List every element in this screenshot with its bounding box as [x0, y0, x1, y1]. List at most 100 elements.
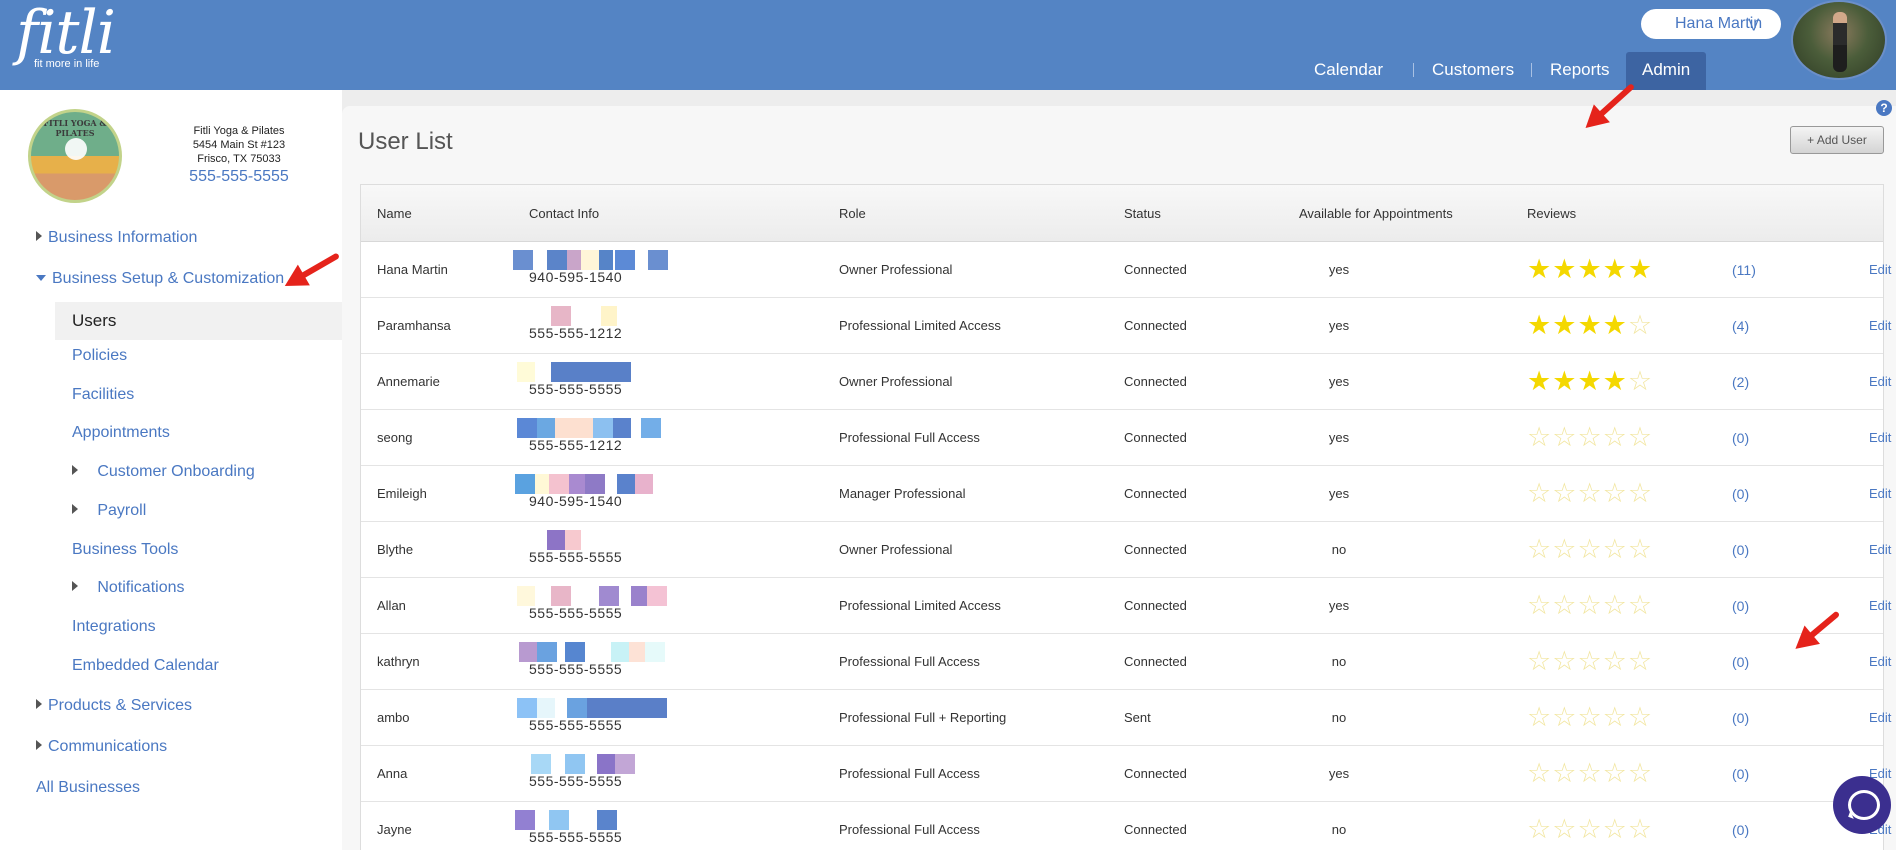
sidebar-item-customer-onboarding[interactable]: Customer Onboarding: [72, 463, 255, 481]
star-empty-icon: ☆: [1602, 814, 1628, 844]
user-role: Owner Professional: [839, 542, 953, 557]
sidebar-item-products-services[interactable]: Products & Services: [36, 697, 192, 715]
redaction-block: [551, 306, 571, 326]
review-count[interactable]: (0): [1732, 542, 1750, 558]
user-available: no: [1331, 654, 1347, 669]
edit-link[interactable]: Edit: [1869, 374, 1892, 389]
review-count[interactable]: (0): [1732, 822, 1750, 838]
redaction-block: [635, 474, 653, 494]
sidebar-item-business-tools[interactable]: Business Tools: [72, 541, 179, 558]
sidebar-item-notifications[interactable]: Notifications: [72, 579, 185, 597]
caret-right-icon: [72, 504, 78, 514]
table-row: kathryn 555-555-5555 Professional Full Acc…: [361, 634, 1891, 690]
star-empty-icon: ☆: [1552, 814, 1578, 844]
column-header-reviews[interactable]: Reviews: [1527, 206, 1577, 221]
review-count[interactable]: (0): [1732, 654, 1750, 670]
rating-stars: ☆☆☆☆☆: [1527, 703, 1653, 731]
sidebar-item-payroll[interactable]: Payroll: [72, 502, 146, 520]
user-status: Sent: [1124, 710, 1151, 725]
star-filled-icon: ★: [1527, 310, 1553, 340]
star-filled-icon: ★: [1602, 310, 1628, 340]
user-phone: 555-555-5555: [529, 773, 623, 789]
user-available: yes: [1328, 262, 1350, 277]
review-count[interactable]: (0): [1732, 598, 1750, 614]
user-name: Paramhansa: [377, 318, 451, 333]
edit-link[interactable]: Edit: [1869, 486, 1892, 501]
sidebar-item-integrations[interactable]: Integrations: [72, 618, 156, 635]
sidebar-item-business-setup[interactable]: Business Setup & Customization: [36, 270, 284, 288]
caret-right-icon: [36, 699, 42, 709]
business-phone[interactable]: 555-555-5555: [189, 168, 289, 185]
user-available: no: [1331, 822, 1347, 837]
nav-customers[interactable]: Customers: [1432, 60, 1515, 79]
edit-link[interactable]: Edit: [1869, 710, 1892, 725]
avatar[interactable]: [1791, 0, 1887, 80]
column-header-role[interactable]: Role: [839, 206, 866, 221]
redaction-block: [531, 754, 551, 774]
star-empty-icon: ☆: [1552, 702, 1578, 732]
nav-reports[interactable]: Reports: [1550, 60, 1610, 79]
sidebar-item-appointments[interactable]: Appointments: [72, 424, 170, 441]
redaction-block: [537, 698, 555, 718]
edit-link[interactable]: Edit: [1869, 598, 1892, 613]
edit-link[interactable]: Edit: [1869, 766, 1892, 781]
star-empty-icon: ☆: [1527, 590, 1553, 620]
review-count[interactable]: (0): [1732, 486, 1750, 502]
user-role: Professional Full Access: [839, 822, 980, 837]
fitli-logo[interactable]: fitli fit more in life: [16, 3, 116, 70]
edit-link[interactable]: Edit: [1869, 318, 1892, 333]
nav-admin[interactable]: Admin: [1626, 52, 1707, 90]
sidebar-item-facilities[interactable]: Facilities: [72, 386, 135, 403]
chat-bubble-icon[interactable]: [1833, 776, 1891, 834]
column-header-available[interactable]: Available for Appointments: [1299, 206, 1453, 221]
sidebar-item-business-information[interactable]: Business Information: [36, 229, 197, 247]
edit-link[interactable]: Edit: [1869, 542, 1892, 557]
redaction-block: [515, 474, 535, 494]
star-empty-icon: ☆: [1552, 646, 1578, 676]
caret-down-icon: [36, 275, 46, 281]
add-user-button[interactable]: + Add User: [1790, 126, 1884, 154]
user-phone: 555-555-5555: [529, 661, 623, 677]
user-role: Professional Full Access: [839, 654, 980, 669]
table-header: Name Contact Info Role Status Available …: [361, 185, 1883, 242]
review-count[interactable]: (4): [1732, 318, 1750, 334]
user-role: Professional Full + Reporting: [839, 710, 1007, 725]
page-title: User List: [358, 128, 453, 155]
user-status: Connected: [1124, 486, 1187, 501]
user-available: yes: [1328, 766, 1350, 781]
star-empty-icon: ☆: [1527, 478, 1553, 508]
sidebar-item-communications[interactable]: Communications: [36, 738, 167, 756]
nav-calendar[interactable]: Calendar: [1314, 60, 1383, 79]
user-phone: 555-555-5555: [529, 717, 623, 733]
user-menu[interactable]: Hana Martin ⋁: [1641, 9, 1781, 39]
redaction-block: [565, 530, 581, 550]
sidebar-item-users[interactable]: Users: [55, 302, 342, 340]
sidebar-item-policies[interactable]: Policies: [72, 347, 128, 364]
star-empty-icon: ☆: [1627, 646, 1654, 676]
column-header-name[interactable]: Name: [377, 206, 412, 221]
business-logo-text: FITLI YOGA & PILATES: [43, 118, 107, 138]
review-count[interactable]: (0): [1732, 710, 1750, 726]
star-empty-icon: ☆: [1627, 590, 1654, 620]
review-count[interactable]: (0): [1732, 766, 1750, 782]
rating-stars: ☆☆☆☆☆: [1527, 759, 1653, 787]
user-available: yes: [1328, 318, 1350, 333]
user-status: Connected: [1124, 766, 1187, 781]
review-count[interactable]: (0): [1732, 430, 1750, 446]
review-count[interactable]: (2): [1732, 374, 1750, 390]
sidebar-item-embedded-calendar[interactable]: Embedded Calendar: [72, 657, 219, 674]
redaction-block: [597, 754, 617, 774]
column-header-status[interactable]: Status: [1124, 206, 1161, 221]
sidebar-item-all-businesses[interactable]: All Businesses: [36, 779, 141, 796]
star-empty-icon: ☆: [1602, 758, 1628, 788]
star-empty-icon: ☆: [1627, 702, 1654, 732]
review-count[interactable]: (11): [1732, 262, 1756, 278]
help-icon[interactable]: ?: [1876, 100, 1892, 116]
redaction-block: [567, 250, 581, 270]
edit-link[interactable]: Edit: [1869, 654, 1892, 669]
edit-link[interactable]: Edit: [1869, 262, 1892, 277]
user-status: Connected: [1124, 262, 1187, 277]
caret-right-icon: [72, 465, 78, 475]
user-phone: 555-555-1212: [529, 437, 623, 453]
edit-link[interactable]: Edit: [1869, 430, 1892, 445]
